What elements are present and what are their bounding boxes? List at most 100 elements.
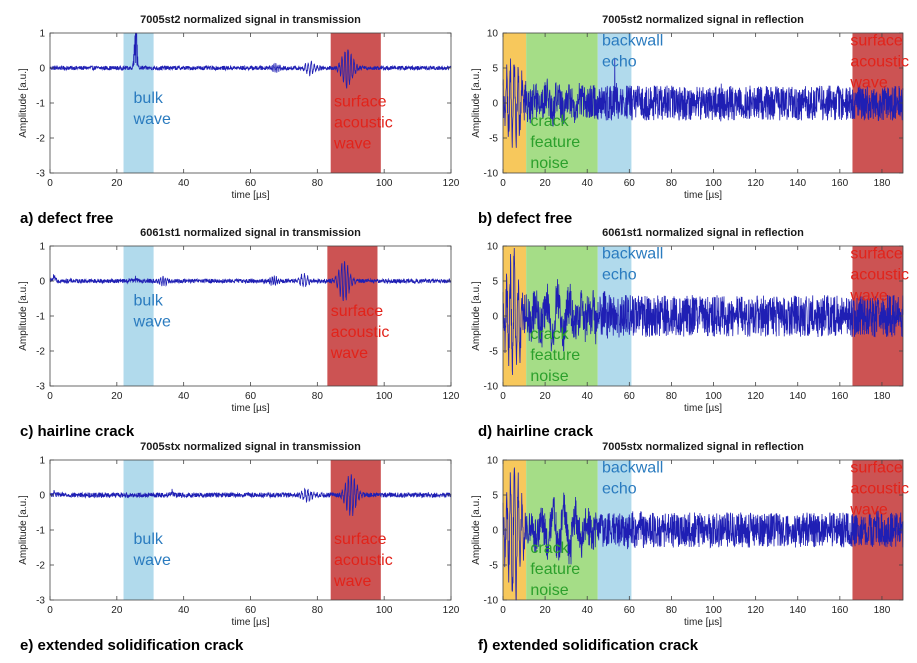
annotation-line: wave (133, 111, 171, 128)
annotation-surface-label: surface acoustic wave (849, 246, 909, 305)
annotation-backwall-label: backwall echo (602, 246, 663, 284)
annotation-line: surface (850, 246, 903, 263)
x-tick-label: 60 (245, 391, 257, 402)
annotation-line: bulk (134, 90, 164, 107)
annotation-surface-label: surface acoustic wave (849, 33, 909, 92)
annotation-crack-label: crack feature noise (530, 540, 580, 599)
x-tick-label: 20 (111, 391, 123, 402)
annotation-line: acoustic (334, 115, 393, 132)
annotation-line: acoustic (850, 267, 909, 284)
annotation-line: crack (530, 113, 569, 130)
y-tick-label: -10 (484, 596, 499, 607)
x-axis-label: time [µs] (684, 617, 722, 628)
x-tick-label: 40 (582, 605, 594, 616)
region-bulk (123, 246, 154, 386)
annotation-line: wave (849, 288, 887, 305)
signal-trace (502, 466, 904, 601)
y-tick-label: -5 (489, 561, 498, 572)
y-tick-label: 0 (39, 491, 45, 502)
x-tick-label: 120 (443, 391, 460, 402)
signal-trace (502, 248, 904, 376)
annotation-line: acoustic (331, 324, 390, 341)
x-tick-label: 100 (376, 605, 393, 616)
signal-trace (49, 32, 452, 89)
x-tick-label: 0 (500, 605, 506, 616)
y-tick-label: -1 (36, 526, 45, 537)
x-tick-label: 40 (178, 605, 190, 616)
x-axis-label: time [µs] (232, 190, 270, 201)
y-tick-label: -2 (36, 561, 45, 572)
x-tick-label: 40 (582, 178, 594, 189)
x-tick-label: 20 (111, 178, 123, 189)
region-bulk (123, 33, 154, 173)
x-tick-label: 120 (443, 178, 460, 189)
x-tick-label: 40 (178, 391, 190, 402)
annotation-line: crack (530, 326, 569, 343)
x-tick-label: 100 (376, 178, 393, 189)
plot-area (50, 246, 451, 386)
annotation-crack-label: crack feature noise (530, 113, 580, 172)
annotation-surface-label: surface acoustic wave (330, 303, 390, 362)
x-tick-label: 60 (624, 605, 636, 616)
x-tick-label: 180 (874, 178, 891, 189)
y-tick-label: -2 (36, 134, 45, 145)
x-tick-label: 180 (874, 605, 891, 616)
x-tick-label: 60 (624, 391, 636, 402)
annotation-line: surface (850, 460, 903, 477)
chart-title: 7005stx normalized signal in transmissio… (140, 441, 361, 453)
x-axis-label: time [µs] (684, 190, 722, 201)
x-tick-label: 120 (443, 605, 460, 616)
chart-panel-b: 7005st2 normalized signal in reflection 0… (471, 14, 909, 227)
annotation-line: wave (849, 75, 887, 92)
plot-area (50, 33, 451, 173)
chart-panel-a: 7005st2 normalized signal in transmissio… (18, 14, 460, 227)
x-tick-label: 60 (245, 605, 257, 616)
x-tick-label: 40 (582, 391, 594, 402)
plot-area (50, 460, 451, 600)
y-tick-label: -10 (484, 169, 499, 180)
annotation-line: noise (530, 155, 568, 172)
x-axis-label: time [µs] (684, 403, 722, 414)
annotation-line: noise (530, 368, 568, 385)
y-tick-label: 10 (487, 456, 499, 467)
annotation-backwall-label: backwall echo (602, 460, 663, 498)
x-tick-label: 20 (111, 605, 123, 616)
chart-title: 7005st2 normalized signal in reflection (602, 14, 804, 26)
x-tick-label: 80 (312, 391, 324, 402)
y-tick-label: 5 (492, 491, 498, 502)
x-tick-label: 80 (312, 178, 324, 189)
x-axis-label: time [µs] (232, 403, 270, 414)
x-tick-label: 60 (245, 178, 257, 189)
y-tick-label: 10 (487, 242, 499, 253)
annotation-line: wave (133, 314, 171, 331)
panel-caption: a) defect free (20, 210, 113, 227)
y-tick-label: -2 (36, 347, 45, 358)
x-tick-label: 0 (47, 605, 53, 616)
y-tick-label: 5 (492, 64, 498, 75)
y-axis-label: Amplitude [a.u.] (471, 281, 482, 351)
x-tick-label: 20 (540, 605, 552, 616)
region-early (503, 33, 527, 173)
annotation-line: crack (530, 540, 569, 557)
x-axis-label: time [µs] (232, 617, 270, 628)
annotation-bulk-label: bulk wave (133, 293, 171, 331)
annotation-line: wave (333, 136, 371, 153)
y-tick-label: -5 (489, 134, 498, 145)
x-tick-label: 80 (666, 605, 678, 616)
panel-caption: b) defect free (478, 210, 572, 227)
signal-trace (49, 261, 452, 302)
x-tick-label: 140 (789, 391, 806, 402)
annotation-line: feature (530, 134, 580, 151)
region-saw (330, 460, 381, 600)
annotation-bulk-label: bulk wave (133, 90, 171, 128)
region-bulk (123, 460, 154, 600)
annotation-line: wave (133, 552, 171, 569)
y-tick-label: 0 (492, 526, 498, 537)
annotation-line: wave (330, 345, 368, 362)
annotation-line: acoustic (334, 552, 393, 569)
chart-panel-e: 7005stx normalized signal in transmissio… (18, 441, 460, 654)
y-tick-label: -3 (36, 596, 45, 607)
annotation-line: echo (602, 267, 637, 284)
chart-title: 6061st1 normalized signal in reflection (602, 227, 804, 239)
x-tick-label: 160 (831, 605, 848, 616)
